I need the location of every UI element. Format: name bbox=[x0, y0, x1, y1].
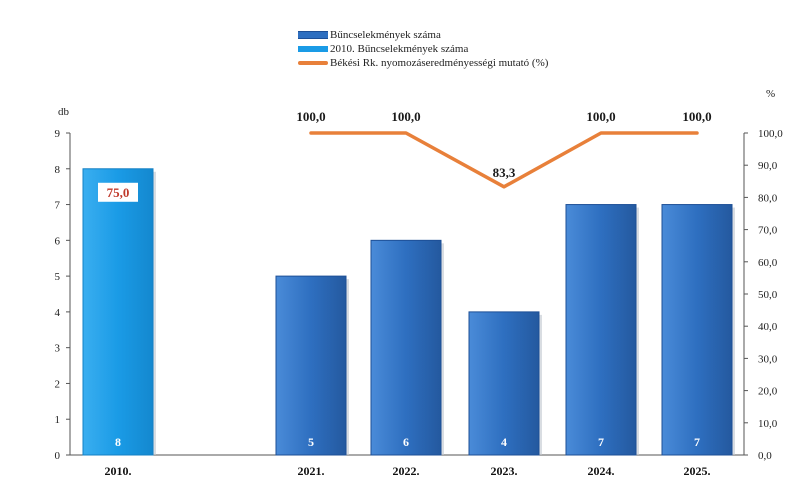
line-value-label: 83,3 bbox=[493, 165, 516, 180]
legend-swatch-bar-2010 bbox=[298, 46, 328, 52]
legend-item-bar-2010: 2010. Bűncselekmények száma bbox=[298, 42, 548, 56]
x-tick-label: 2023. bbox=[491, 464, 518, 478]
line-value-label: 100,0 bbox=[391, 109, 420, 124]
legend-swatch-line bbox=[298, 61, 328, 65]
legend-label-bar: Bűncselekmények száma bbox=[330, 29, 441, 41]
bar-value-label: 6 bbox=[403, 435, 409, 449]
y-left-tick-label: 3 bbox=[55, 343, 61, 355]
x-tick-label: 2010. bbox=[105, 464, 132, 478]
bar bbox=[661, 204, 733, 456]
y-right-tick-label: 80,0 bbox=[758, 192, 778, 204]
y-right-tick-label: 40,0 bbox=[758, 321, 778, 333]
y-left-tick-label: 2 bbox=[55, 378, 61, 390]
y-left-tick-label: 9 bbox=[55, 128, 61, 140]
y-right-tick-label: 20,0 bbox=[758, 386, 778, 398]
y-right-tick-label: 30,0 bbox=[758, 353, 778, 365]
y-right-tick-label: 50,0 bbox=[758, 289, 778, 301]
y-right-tick-label: 10,0 bbox=[758, 418, 778, 430]
y-left-tick-label: 5 bbox=[55, 271, 61, 283]
y-right-tick-label: 90,0 bbox=[758, 160, 778, 172]
y-left-tick-label: 1 bbox=[55, 414, 61, 426]
bar bbox=[565, 204, 637, 456]
legend-item-line: Békési Rk. nyomozáseredményességi mutató… bbox=[298, 56, 548, 70]
bar-value-label: 5 bbox=[308, 435, 314, 449]
bar bbox=[275, 275, 347, 456]
bar bbox=[468, 311, 540, 456]
bar-value-label: 4 bbox=[501, 435, 507, 449]
y-left-tick-label: 0 bbox=[55, 450, 61, 462]
y-right-unit: % bbox=[766, 88, 776, 100]
line-value-label: 100,0 bbox=[296, 109, 325, 124]
chart-legend: Bűncselekmények száma 2010. Bűncselekmén… bbox=[298, 28, 548, 70]
bar-value-label: 7 bbox=[598, 435, 604, 449]
y-left-tick-label: 6 bbox=[55, 235, 61, 247]
line-value-label: 100,0 bbox=[586, 109, 615, 124]
legend-swatch-bar bbox=[298, 31, 328, 39]
line-series bbox=[309, 131, 699, 189]
x-tick-label: 2022. bbox=[393, 464, 420, 478]
y-left-unit: db bbox=[58, 106, 69, 118]
y-right-tick-label: 60,0 bbox=[758, 257, 778, 269]
y-left-tick-label: 8 bbox=[55, 164, 61, 176]
x-tick-label: 2021. bbox=[298, 464, 325, 478]
y-left-tick-label: 4 bbox=[55, 307, 61, 319]
legend-item-bar: Bűncselekmények száma bbox=[298, 28, 548, 42]
x-tick-label: 2024. bbox=[588, 464, 615, 478]
bar-value-label: 7 bbox=[694, 435, 700, 449]
y-right-tick-label: 100,0 bbox=[758, 128, 783, 140]
bar bbox=[82, 168, 154, 456]
bar bbox=[370, 239, 442, 456]
line-label-bg bbox=[98, 182, 138, 202]
legend-label-bar-2010: 2010. Bűncselekmények száma bbox=[330, 43, 469, 55]
line-value-label: 75,0 bbox=[107, 185, 130, 200]
line-value-label: 100,0 bbox=[682, 109, 711, 124]
y-right-tick-label: 70,0 bbox=[758, 225, 778, 237]
x-tick-label: 2025. bbox=[684, 464, 711, 478]
y-right-tick-label: 0,0 bbox=[758, 450, 772, 462]
legend-label-line: Békési Rk. nyomozáseredményességi mutató… bbox=[330, 57, 549, 69]
y-left-tick-label: 7 bbox=[55, 200, 61, 212]
bar-value-label: 8 bbox=[115, 435, 121, 449]
